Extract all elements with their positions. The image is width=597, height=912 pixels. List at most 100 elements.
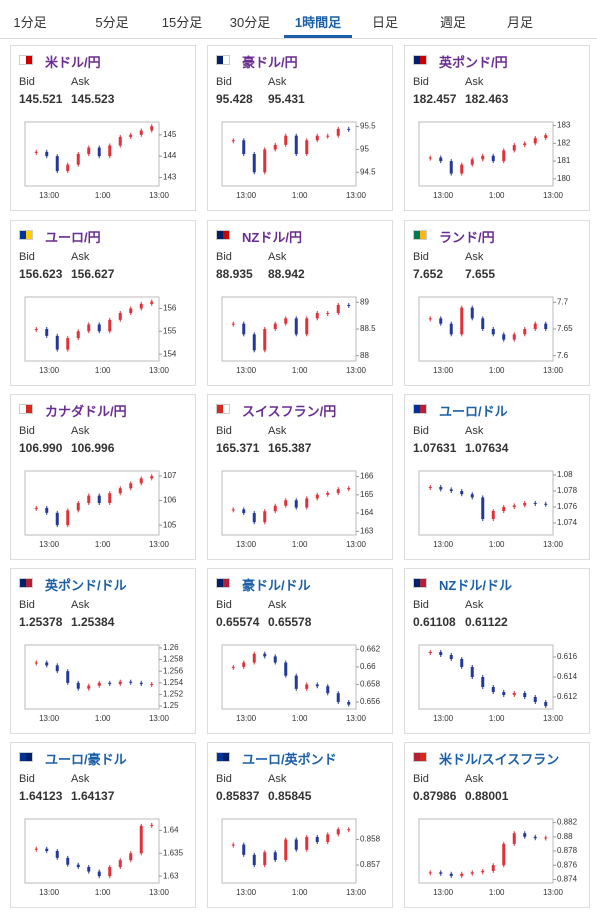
candle-body (45, 151, 49, 157)
tab[interactable]: 月足 (506, 15, 534, 30)
rate-card[interactable]: NZドル/円 Bid Ask 88.935 88.942 88 88.5 89 13:00 1:0… (207, 220, 393, 386)
pair-name[interactable]: ユーロ/豪ドル (45, 752, 127, 767)
pair-name[interactable]: NZドル/円 (242, 230, 302, 245)
ask-value: 88.942 (268, 267, 305, 281)
pair-name[interactable]: 米ドル/スイスフラン (439, 752, 560, 767)
y-tick-label: 0.656 (360, 697, 381, 706)
ask-value: 0.61122 (465, 615, 508, 629)
candle-body (118, 488, 122, 494)
candle-body (502, 334, 506, 340)
candle-body (242, 662, 246, 667)
mini-chart: 7.6 7.65 7.7 13:00 1:00 13:00 (418, 296, 573, 375)
candle-body (449, 489, 453, 491)
rate-card[interactable]: ユーロ/円 Bid Ask 156.623 156.627 154 155 156 13:00 1… (10, 220, 196, 386)
rate-card[interactable]: NZドル/ドル Bid Ask 0.61108 0.61122 0.612 0.614 0.6… (404, 568, 590, 734)
pair-name[interactable]: 米ドル/円 (45, 55, 101, 70)
candle-body (336, 489, 340, 493)
candle-body (97, 682, 101, 686)
rate-card[interactable]: ユーロ/ドル Bid Ask 1.07631 1.07634 1.074 1.076 1.07… (404, 394, 590, 560)
x-tick-label: 13:00 (543, 714, 564, 723)
x-tick-label: 13:00 (149, 191, 170, 200)
pair-name[interactable]: ユーロ/円 (45, 230, 101, 245)
candle-body (66, 671, 70, 683)
pair-name[interactable]: 豪ドル/円 (242, 55, 298, 70)
pair-name[interactable]: 英ポンド/円 (439, 55, 508, 70)
tab[interactable]: 5分足 (95, 15, 129, 30)
candle-body (263, 852, 267, 866)
tab[interactable]: 15分足 (161, 15, 203, 30)
candle-body (294, 500, 298, 508)
ask-value: 7.655 (465, 267, 496, 281)
candle-body (118, 313, 122, 320)
rate-card[interactable]: ユーロ/豪ドル Bid Ask 1.64123 1.64137 1.63 1.635 1.64… (10, 742, 196, 908)
pair-name[interactable]: ユーロ/英ポンド (242, 752, 337, 767)
candle-body (439, 487, 443, 490)
bid-label: Bid (413, 251, 429, 263)
pair-name[interactable]: カナダドル/円 (45, 404, 127, 419)
candle-body (231, 844, 235, 846)
plot-frame (418, 644, 554, 710)
ask-value: 0.85845 (268, 789, 312, 803)
rate-card[interactable]: ユーロ/英ポンド Bid Ask 0.85837 0.85845 0.857 0.858 13… (207, 742, 393, 908)
candle-body (294, 135, 298, 154)
y-tick-label: 1.254 (163, 678, 184, 687)
rate-card[interactable]: 豪ドル/ドル Bid Ask 0.65574 0.65578 0.656 0.658 0.66… (207, 568, 393, 734)
rate-card[interactable]: 米ドル/円 Bid Ask 145.521 145.523 143 144 145 13:00 1… (10, 45, 196, 211)
bid-label: Bid (413, 773, 429, 785)
x-tick-label: 13:00 (346, 191, 367, 200)
x-tick-label: 13:00 (149, 540, 170, 549)
ask-value: 1.64137 (71, 789, 115, 803)
ask-label: Ask (268, 251, 287, 263)
bid-label: Bid (413, 425, 429, 437)
candle-body (76, 331, 80, 339)
x-tick-label: 13:00 (236, 366, 257, 375)
ask-label: Ask (465, 773, 484, 785)
x-tick-label: 13:00 (149, 366, 170, 375)
y-tick-label: 107 (163, 471, 177, 480)
x-tick-label: 13:00 (39, 366, 60, 375)
rate-card[interactable]: 英ポンド/円 Bid Ask 182.457 182.463 180 181 182 183 13… (404, 45, 590, 211)
candle-body (118, 136, 122, 146)
y-tick-label: 1.076 (557, 502, 578, 511)
rate-card[interactable]: 米ドル/スイスフラン Bid Ask 0.87986 0.88001 0.874 0.876… (404, 742, 590, 908)
candle-body (129, 681, 133, 683)
tab[interactable]: 週足 (439, 15, 467, 30)
y-tick-label: 145 (163, 130, 177, 139)
rate-card[interactable]: スイスフラン/円 Bid Ask 165.371 165.387 163 164 165 166… (207, 394, 393, 560)
pair-name[interactable]: 英ポンド/ドル (45, 578, 127, 593)
candle-body (273, 323, 277, 329)
candle-body (491, 329, 495, 335)
bid-value: 156.623 (19, 267, 63, 281)
pair-name[interactable]: ユーロ/ドル (439, 404, 508, 419)
candle-body (76, 864, 80, 867)
candle-body (305, 318, 309, 335)
y-tick-label: 1.635 (163, 848, 184, 857)
rate-card[interactable]: 英ポンド/ドル Bid Ask 1.25378 1.25384 1.25 1.252 1.25… (10, 568, 196, 734)
pair-name[interactable]: 豪ドル/ドル (242, 578, 311, 593)
candle-body (428, 872, 432, 874)
pair-name[interactable]: ランド/円 (439, 230, 495, 245)
bid-value: 165.371 (216, 441, 260, 455)
bid-label: Bid (413, 599, 429, 611)
mini-chart: 1.074 1.076 1.078 1.08 13:00 1:00 13:00 (418, 470, 578, 549)
rate-card[interactable]: カナダドル/円 Bid Ask 106.990 106.996 105 106 107 13:0… (10, 394, 196, 560)
y-tick-label: 1.256 (163, 666, 184, 675)
candle-body (87, 685, 91, 689)
tab[interactable]: 日足 (371, 15, 399, 30)
tab[interactable]: 1時間足 (294, 15, 342, 30)
pair-name[interactable]: スイスフラン/円 (242, 404, 337, 419)
pair-name[interactable]: NZドル/ドル (439, 578, 512, 593)
ask-value: 0.65578 (268, 615, 312, 629)
y-tick-label: 1.64 (163, 826, 179, 835)
rate-card[interactable]: 豪ドル/円 Bid Ask 95.428 95.431 94.5 95 95.5 13:00 1:… (207, 45, 393, 211)
tab[interactable]: 30分足 (229, 15, 271, 30)
candle-body (544, 323, 548, 329)
x-tick-label: 13:00 (346, 714, 367, 723)
rate-card[interactable]: ランド/円 Bid Ask 7.652 7.655 7.6 7.65 7.7 13:00 1:00… (404, 220, 590, 386)
candle-body (544, 837, 548, 839)
tab[interactable]: 1分足 (13, 15, 47, 30)
plot-frame (221, 818, 357, 884)
y-tick-label: 0.88 (557, 832, 573, 841)
bid-label: Bid (216, 599, 232, 611)
candle-body (66, 857, 70, 865)
